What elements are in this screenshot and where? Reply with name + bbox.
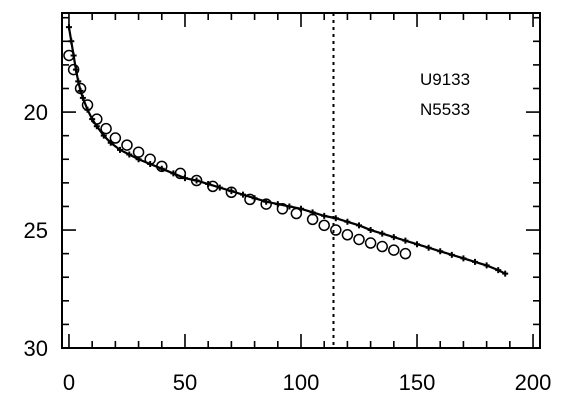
x-tick-label: 50 — [173, 370, 197, 395]
series-n5533 — [63, 49, 412, 260]
data-point — [260, 198, 272, 210]
y-tick-label: 20 — [24, 100, 48, 125]
data-point — [376, 240, 388, 253]
data-point — [330, 224, 342, 236]
data-point — [364, 237, 377, 249]
series-u9133 — [65, 24, 509, 277]
data-point — [132, 146, 145, 158]
data-point — [174, 167, 187, 180]
data-point — [100, 122, 112, 135]
data-point — [225, 186, 238, 199]
data-point — [318, 219, 330, 232]
data-point — [81, 99, 94, 111]
data-point — [156, 160, 168, 173]
data-point — [388, 244, 400, 256]
x-tick-label: 100 — [283, 370, 320, 395]
data-point — [290, 207, 303, 220]
legend-entry: N5533 — [420, 100, 470, 119]
data-point — [353, 233, 365, 246]
data-point — [399, 247, 412, 260]
data-point — [74, 82, 87, 95]
data-point — [121, 139, 133, 151]
x-tick-label: 200 — [515, 370, 552, 395]
data-point — [276, 203, 289, 215]
data-point — [109, 132, 122, 144]
legend-entry: U9133 — [420, 70, 470, 89]
x-tick-label: 150 — [399, 370, 436, 395]
data-point — [306, 213, 319, 226]
data-point — [63, 49, 75, 62]
y-tick-label: 25 — [24, 218, 48, 243]
data-point — [244, 193, 256, 206]
series-line — [67, 26, 506, 275]
y-tick-label: 30 — [24, 336, 48, 361]
data-point — [67, 63, 80, 76]
data-point — [91, 113, 103, 125]
data-point — [341, 229, 354, 241]
data-point — [144, 153, 156, 166]
data-point — [207, 180, 219, 193]
data-point — [190, 174, 203, 187]
plot-frame — [61, 12, 541, 349]
x-tick-label: 0 — [63, 370, 75, 395]
